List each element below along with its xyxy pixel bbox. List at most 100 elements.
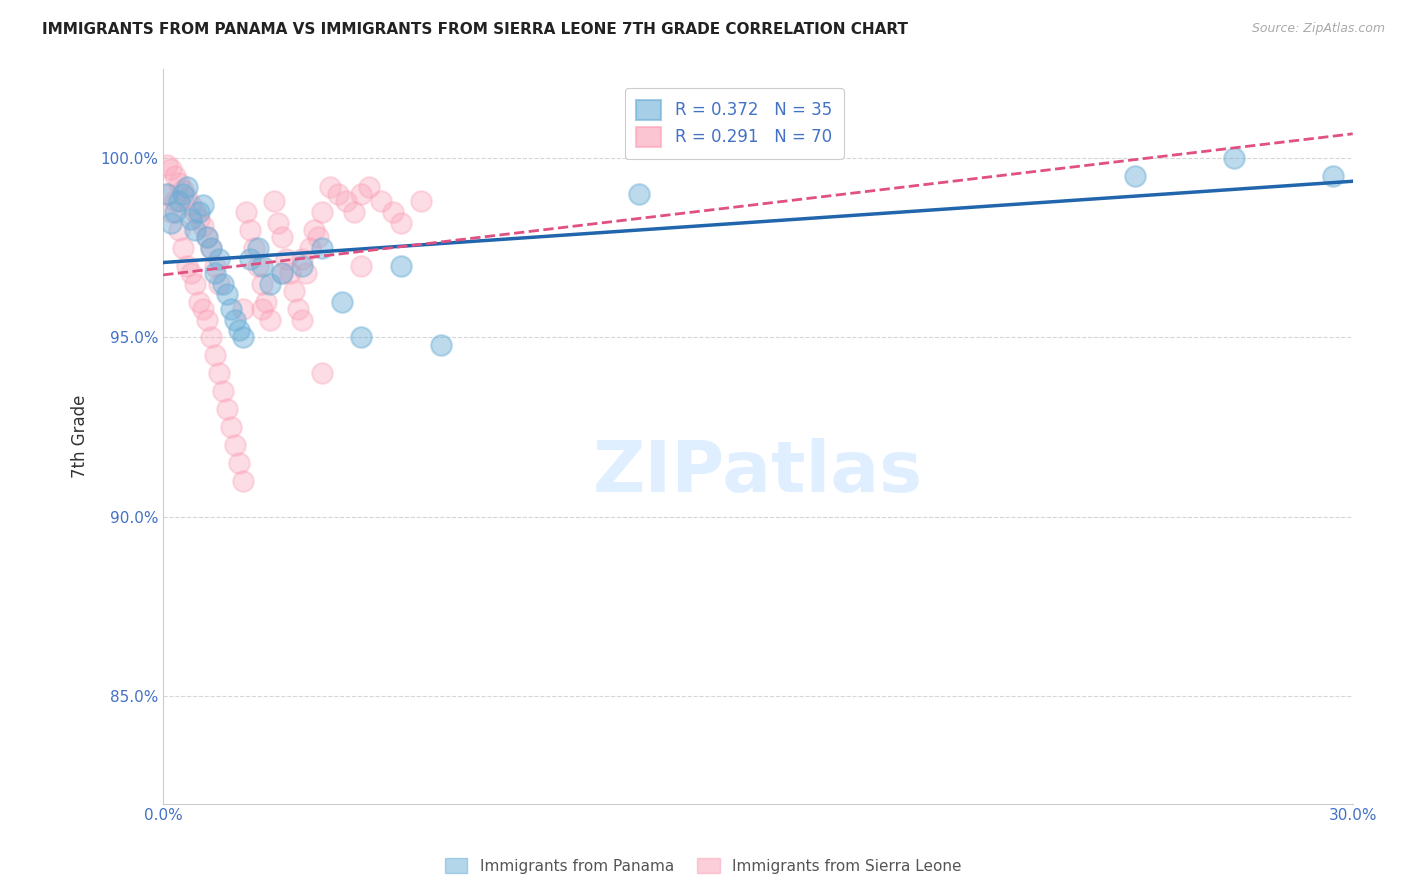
- Point: [208, 252, 231, 266]
- Point: [287, 301, 309, 316]
- Point: [276, 252, 298, 266]
- Point: [184, 205, 207, 219]
- Point: [409, 194, 432, 209]
- Point: [167, 176, 190, 190]
- Point: [302, 223, 325, 237]
- Legend: R = 0.372   N = 35, R = 0.291   N = 70: R = 0.372 N = 35, R = 0.291 N = 70: [624, 88, 844, 159]
- Point: [208, 367, 231, 381]
- Text: ZIPatlas: ZIPatlas: [593, 438, 922, 508]
- Point: [204, 259, 226, 273]
- Point: [1123, 169, 1146, 183]
- Point: [382, 205, 405, 219]
- Point: [291, 312, 314, 326]
- Point: [295, 266, 318, 280]
- Point: [165, 205, 187, 219]
- Point: [228, 456, 250, 470]
- Point: [187, 294, 209, 309]
- Point: [247, 241, 270, 255]
- Point: [211, 277, 233, 291]
- Point: [172, 187, 194, 202]
- Point: [172, 183, 194, 197]
- Point: [195, 230, 218, 244]
- Point: [239, 223, 262, 237]
- Point: [191, 198, 214, 212]
- Point: [311, 367, 333, 381]
- Point: [160, 216, 183, 230]
- Point: [319, 179, 342, 194]
- Point: [350, 330, 373, 344]
- Point: [389, 216, 412, 230]
- Point: [259, 312, 281, 326]
- Point: [180, 212, 202, 227]
- Point: [180, 266, 202, 280]
- Point: [211, 384, 233, 399]
- Point: [311, 241, 333, 255]
- Point: [160, 205, 183, 219]
- Point: [156, 187, 179, 202]
- Point: [176, 191, 198, 205]
- Point: [252, 277, 274, 291]
- Point: [271, 230, 294, 244]
- Point: [231, 301, 253, 316]
- Point: [224, 312, 246, 326]
- Point: [267, 216, 290, 230]
- Point: [298, 241, 321, 255]
- Legend: Immigrants from Panama, Immigrants from Sierra Leone: Immigrants from Panama, Immigrants from …: [439, 852, 967, 880]
- Point: [180, 198, 202, 212]
- Point: [239, 252, 262, 266]
- Point: [335, 194, 357, 209]
- Point: [291, 259, 314, 273]
- Point: [208, 277, 231, 291]
- Point: [283, 284, 305, 298]
- Point: [184, 223, 207, 237]
- Point: [231, 474, 253, 488]
- Point: [184, 277, 207, 291]
- Point: [231, 330, 253, 344]
- Point: [259, 277, 281, 291]
- Point: [311, 205, 333, 219]
- Point: [167, 194, 190, 209]
- Text: IMMIGRANTS FROM PANAMA VS IMMIGRANTS FROM SIERRA LEONE 7TH GRADE CORRELATION CHA: IMMIGRANTS FROM PANAMA VS IMMIGRANTS FRO…: [42, 22, 908, 37]
- Point: [176, 259, 198, 273]
- Point: [271, 266, 294, 280]
- Point: [291, 252, 314, 266]
- Point: [252, 259, 274, 273]
- Point: [219, 420, 242, 434]
- Point: [167, 223, 190, 237]
- Point: [235, 205, 257, 219]
- Point: [200, 330, 222, 344]
- Point: [342, 205, 364, 219]
- Point: [200, 241, 222, 255]
- Point: [228, 323, 250, 337]
- Point: [243, 241, 266, 255]
- Point: [330, 294, 353, 309]
- Point: [215, 402, 238, 417]
- Point: [215, 287, 238, 301]
- Point: [307, 230, 329, 244]
- Point: [195, 312, 218, 326]
- Point: [156, 158, 179, 172]
- Point: [252, 301, 274, 316]
- Point: [165, 194, 187, 209]
- Point: [191, 219, 214, 234]
- Point: [389, 259, 412, 273]
- Point: [160, 161, 183, 176]
- Point: [278, 266, 301, 280]
- Point: [350, 187, 373, 202]
- Point: [200, 241, 222, 255]
- Point: [627, 187, 650, 202]
- Point: [1322, 169, 1344, 183]
- Point: [156, 187, 179, 202]
- Y-axis label: 7th Grade: 7th Grade: [72, 394, 89, 478]
- Point: [350, 259, 373, 273]
- Point: [247, 259, 270, 273]
- Point: [204, 348, 226, 362]
- Point: [359, 179, 381, 194]
- Point: [429, 337, 451, 351]
- Point: [370, 194, 392, 209]
- Point: [172, 241, 194, 255]
- Point: [195, 230, 218, 244]
- Point: [187, 212, 209, 227]
- Point: [191, 301, 214, 316]
- Point: [176, 179, 198, 194]
